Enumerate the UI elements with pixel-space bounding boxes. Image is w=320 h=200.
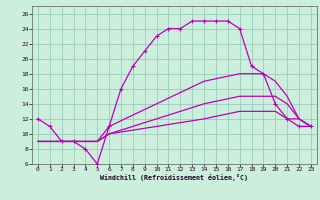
X-axis label: Windchill (Refroidissement éolien,°C): Windchill (Refroidissement éolien,°C) bbox=[100, 174, 248, 181]
